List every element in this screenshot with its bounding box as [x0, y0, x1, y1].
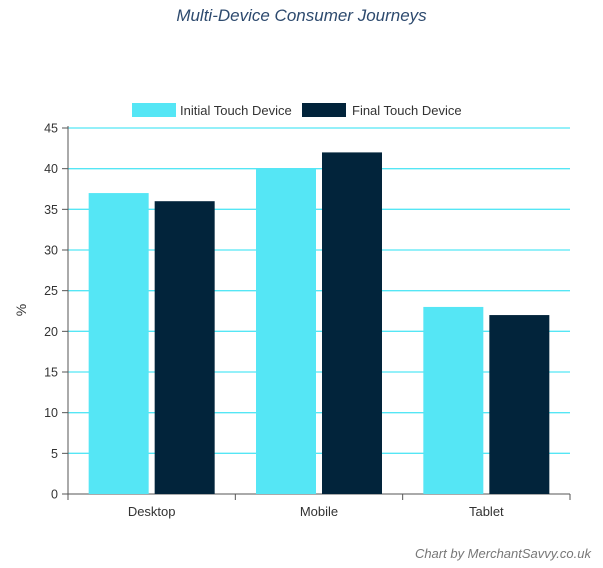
y-tick-label: 0 [51, 488, 58, 502]
x-tick-label: Mobile [300, 504, 338, 519]
y-axis-label: % [13, 304, 29, 316]
grid-lines [68, 127, 570, 454]
chart-credit: Chart by MerchantSavvy.co.uk [414, 546, 591, 561]
y-tick-label: 5 [51, 447, 58, 461]
bar-final-touch-device-tablet [489, 315, 550, 494]
y-tick-label: 20 [44, 325, 58, 339]
bar-initial-touch-device-tablet [423, 306, 484, 494]
y-tick-label: 40 [44, 162, 58, 176]
bar-final-touch-device-mobile [322, 152, 382, 494]
y-tick-label: 30 [44, 244, 58, 258]
y-tick-label: 35 [44, 203, 58, 217]
legend: Initial Touch Device Final Touch Device [132, 103, 462, 118]
chart-title: Multi-Device Consumer Journeys [176, 6, 427, 25]
y-tick-label: 15 [44, 366, 58, 380]
x-tick-label: Tablet [469, 504, 504, 519]
bar-initial-touch-device-desktop [88, 193, 149, 495]
bar-final-touch-device-desktop [154, 201, 215, 494]
y-tick-label: 45 [44, 122, 58, 136]
legend-label: Initial Touch Device [180, 103, 292, 118]
legend-swatch [302, 103, 346, 117]
legend-label: Final Touch Device [352, 103, 462, 118]
x-tick-label: Desktop [128, 504, 176, 519]
bars [88, 152, 550, 495]
legend-swatch [132, 103, 176, 117]
y-tick-label: 10 [44, 406, 58, 420]
bar-initial-touch-device-mobile [256, 168, 316, 494]
y-tick-label: 25 [44, 284, 58, 298]
tick-labels: 0 5 10 15 20 25 30 35 40 45 Desktop Mobile Tablet [44, 122, 504, 520]
